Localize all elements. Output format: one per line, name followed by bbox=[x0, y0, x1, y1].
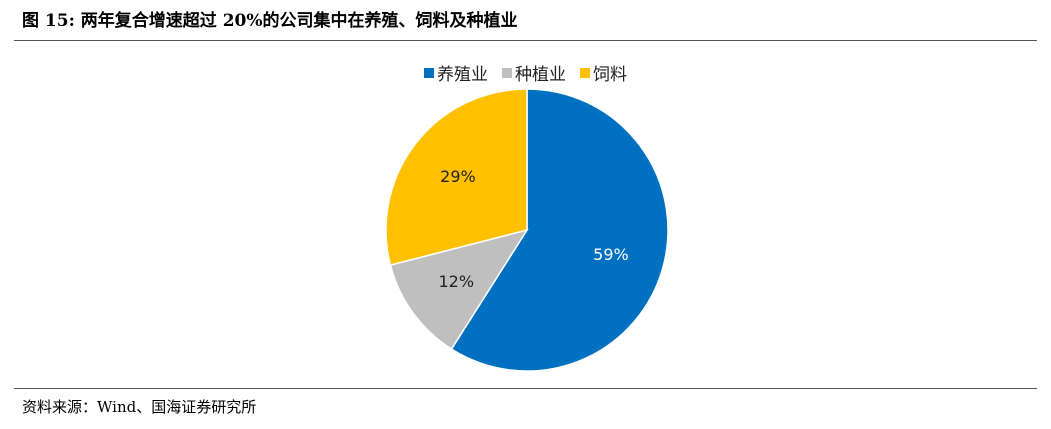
legend-label: 饲料 bbox=[593, 65, 627, 85]
top-rule bbox=[14, 40, 1037, 41]
chart-legend: 养殖业 种植业 饲料 bbox=[0, 60, 1051, 85]
figure-title: 图 15: 两年复合增速超过 20%的公司集中在养殖、饲料及种植业 bbox=[22, 11, 518, 31]
slice-label-planting: 12% bbox=[438, 272, 474, 291]
legend-item-breeding: 养殖业 bbox=[424, 60, 488, 85]
legend-item-planting: 种植业 bbox=[502, 60, 566, 85]
source-note: 资料来源：Wind、国海证券研究所 bbox=[22, 398, 257, 416]
bottom-rule bbox=[14, 388, 1037, 389]
pie-slice-breeding bbox=[450, 88, 669, 372]
legend-swatch bbox=[502, 67, 512, 78]
slice-label-feed: 29% bbox=[440, 167, 476, 186]
legend-item-feed: 饲料 bbox=[580, 60, 627, 85]
pie-slice-feed bbox=[385, 88, 528, 266]
legend-swatch bbox=[580, 67, 590, 78]
legend-label: 养殖业 bbox=[437, 65, 488, 85]
pie-slice-planting bbox=[389, 228, 529, 351]
legend-swatch bbox=[424, 67, 434, 78]
slice-label-breeding: 59% bbox=[593, 245, 629, 264]
legend-label: 种植业 bbox=[515, 65, 566, 85]
